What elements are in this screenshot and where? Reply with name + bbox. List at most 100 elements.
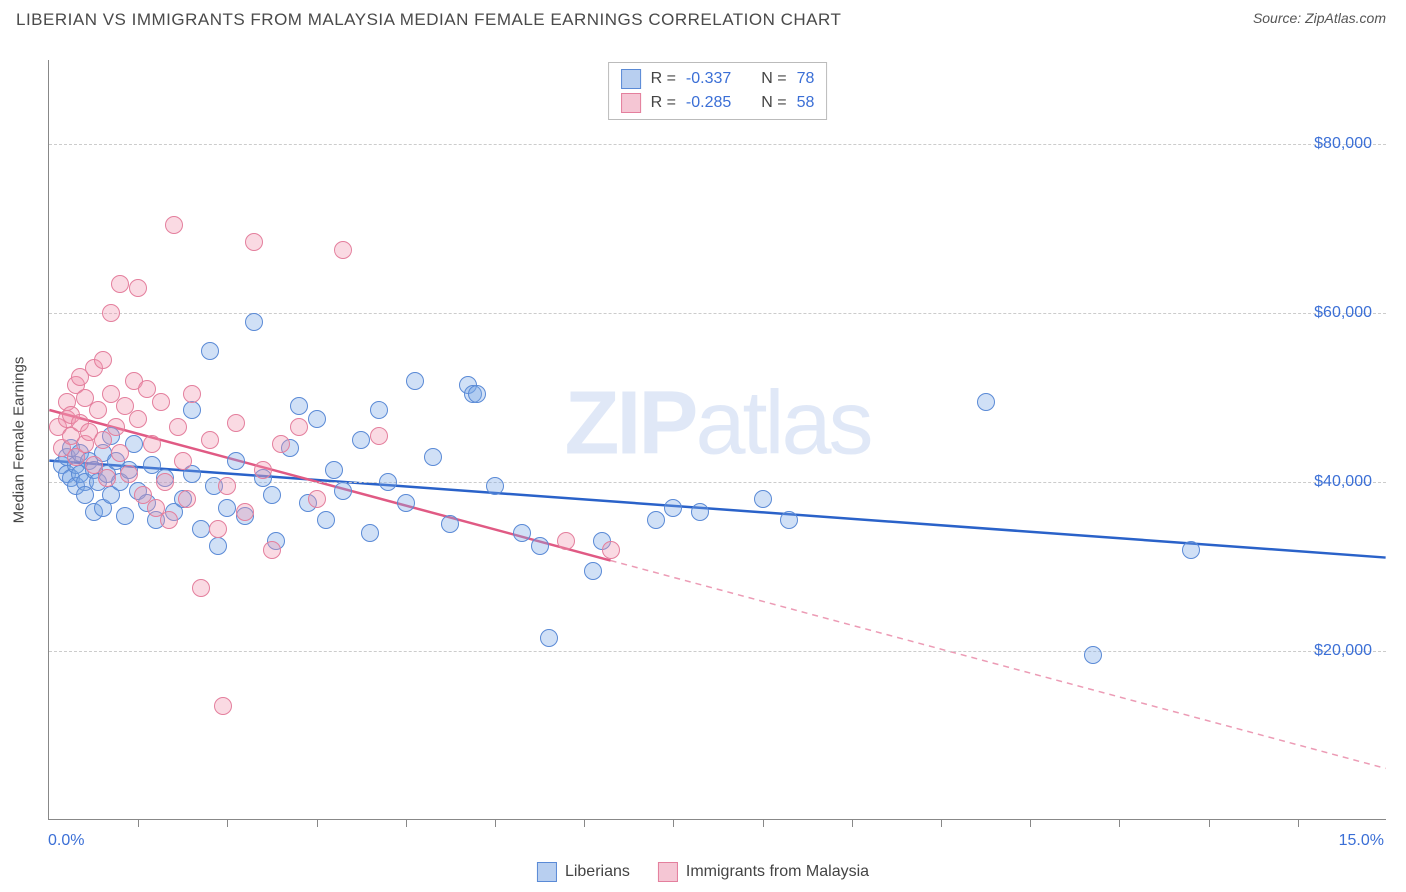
data-point — [780, 511, 798, 529]
x-tick — [227, 819, 228, 827]
data-point — [584, 562, 602, 580]
x-tick — [1209, 819, 1210, 827]
data-point — [183, 385, 201, 403]
data-point — [209, 520, 227, 538]
legend-swatch — [537, 862, 557, 882]
x-tick — [406, 819, 407, 827]
data-point — [89, 401, 107, 419]
x-axis-end-label: 15.0% — [1339, 832, 1384, 850]
data-point — [691, 503, 709, 521]
source-label: Source: ZipAtlas.com — [1253, 10, 1386, 26]
data-point — [116, 507, 134, 525]
data-point — [98, 469, 116, 487]
x-tick — [763, 819, 764, 827]
r-value: -0.285 — [686, 94, 731, 112]
y-axis-label: Median Female Earnings — [11, 356, 28, 523]
data-point — [317, 511, 335, 529]
r-label: R = — [651, 94, 676, 112]
x-tick — [495, 819, 496, 827]
data-point — [325, 461, 343, 479]
data-point — [201, 342, 219, 360]
data-point — [334, 482, 352, 500]
data-point — [977, 393, 995, 411]
n-label: N = — [761, 70, 786, 88]
n-value: 58 — [797, 94, 815, 112]
scatter-plot: Median Female Earnings ZIPatlas R =-0.33… — [48, 60, 1386, 820]
data-point — [424, 448, 442, 466]
data-point — [156, 473, 174, 491]
gridline — [49, 482, 1386, 483]
n-label: N = — [761, 94, 786, 112]
data-point — [308, 410, 326, 428]
gridline — [49, 651, 1386, 652]
data-point — [129, 279, 147, 297]
data-point — [245, 313, 263, 331]
data-point — [664, 499, 682, 517]
data-point — [111, 444, 129, 462]
data-point — [227, 452, 245, 470]
data-point — [245, 233, 263, 251]
n-value: 78 — [797, 70, 815, 88]
x-tick — [941, 819, 942, 827]
data-point — [352, 431, 370, 449]
data-point — [540, 629, 558, 647]
data-point — [263, 486, 281, 504]
y-tick-label: $20,000 — [1314, 642, 1372, 660]
data-point — [183, 401, 201, 419]
data-point — [513, 524, 531, 542]
y-tick-label: $80,000 — [1314, 135, 1372, 153]
data-point — [218, 499, 236, 517]
data-point — [178, 490, 196, 508]
data-point — [1084, 646, 1102, 664]
x-tick — [317, 819, 318, 827]
legend-label: Liberians — [565, 863, 630, 881]
data-point — [201, 431, 219, 449]
data-point — [531, 537, 549, 555]
data-point — [647, 511, 665, 529]
data-point — [441, 515, 459, 533]
data-point — [290, 397, 308, 415]
trendline-extrapolated — [611, 561, 1386, 769]
data-point — [468, 385, 486, 403]
x-tick — [1030, 819, 1031, 827]
data-point — [602, 541, 620, 559]
data-point — [102, 304, 120, 322]
data-point — [192, 520, 210, 538]
data-point — [397, 494, 415, 512]
data-point — [272, 435, 290, 453]
trendlines-layer — [49, 60, 1386, 819]
gridline — [49, 144, 1386, 145]
chart-title: LIBERIAN VS IMMIGRANTS FROM MALAYSIA MED… — [16, 10, 841, 30]
x-tick — [138, 819, 139, 827]
y-tick-label: $40,000 — [1314, 473, 1372, 491]
data-point — [370, 401, 388, 419]
data-point — [406, 372, 424, 390]
data-point — [557, 532, 575, 550]
data-point — [379, 473, 397, 491]
data-point — [107, 418, 125, 436]
watermark: ZIPatlas — [564, 373, 870, 476]
data-point — [263, 541, 281, 559]
correlation-row: R = -0.285 N = 58 — [621, 91, 815, 115]
data-point — [236, 503, 254, 521]
x-tick — [852, 819, 853, 827]
data-point — [290, 418, 308, 436]
data-point — [111, 275, 129, 293]
data-point — [334, 241, 352, 259]
legend-item: Immigrants from Malaysia — [658, 862, 869, 882]
data-point — [209, 537, 227, 555]
data-point — [152, 393, 170, 411]
r-value: -0.337 — [686, 70, 731, 88]
legend-label: Immigrants from Malaysia — [686, 863, 869, 881]
data-point — [94, 351, 112, 369]
data-point — [218, 477, 236, 495]
x-tick — [1298, 819, 1299, 827]
data-point — [192, 579, 210, 597]
data-point — [308, 490, 326, 508]
legend-swatch — [621, 93, 641, 113]
data-point — [361, 524, 379, 542]
correlation-legend: R = -0.337 N = 78 R = -0.285 N = 58 — [608, 62, 828, 120]
x-tick — [1119, 819, 1120, 827]
legend-item: Liberians — [537, 862, 630, 882]
correlation-row: R =-0.337N =78 — [621, 67, 815, 91]
